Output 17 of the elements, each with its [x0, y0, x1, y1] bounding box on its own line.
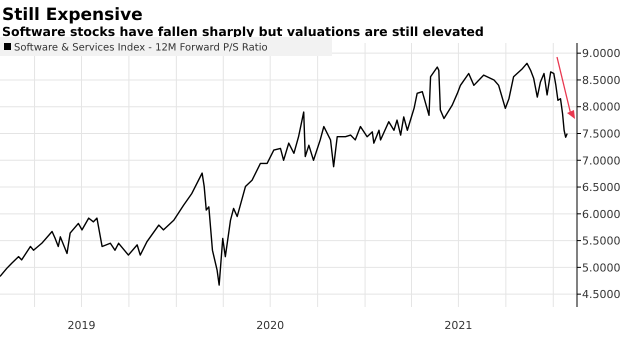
y-tick-label: 4.5000: [582, 288, 620, 302]
y-tick-label: 8.0000: [582, 100, 620, 114]
y-tick-label: 7.0000: [582, 154, 620, 168]
line-series: [0, 62, 568, 286]
y-tick-label: 6.0000: [582, 208, 620, 221]
y-tick-label: 8.5000: [582, 74, 620, 87]
x-tick-label: 2021: [444, 319, 472, 332]
chart-subtitle: Software stocks have fallen sharply but valuations are still elevated: [2, 24, 484, 39]
x-tick-label: 2020: [256, 319, 284, 332]
y-tick-label: 5.0000: [582, 261, 620, 274]
y-tick-label: 7.5000: [582, 128, 620, 140]
legend-label: Software & Services Index - 12M Forward P/S Ratio: [14, 42, 268, 54]
y-tick-label: 6.5000: [582, 181, 620, 194]
chart-title: Still Expensive: [2, 5, 143, 25]
y-tick-label: 9.0000: [582, 47, 620, 60]
y-tick-label: 5.5000: [582, 234, 620, 248]
x-tick-label: 2019: [67, 319, 96, 332]
